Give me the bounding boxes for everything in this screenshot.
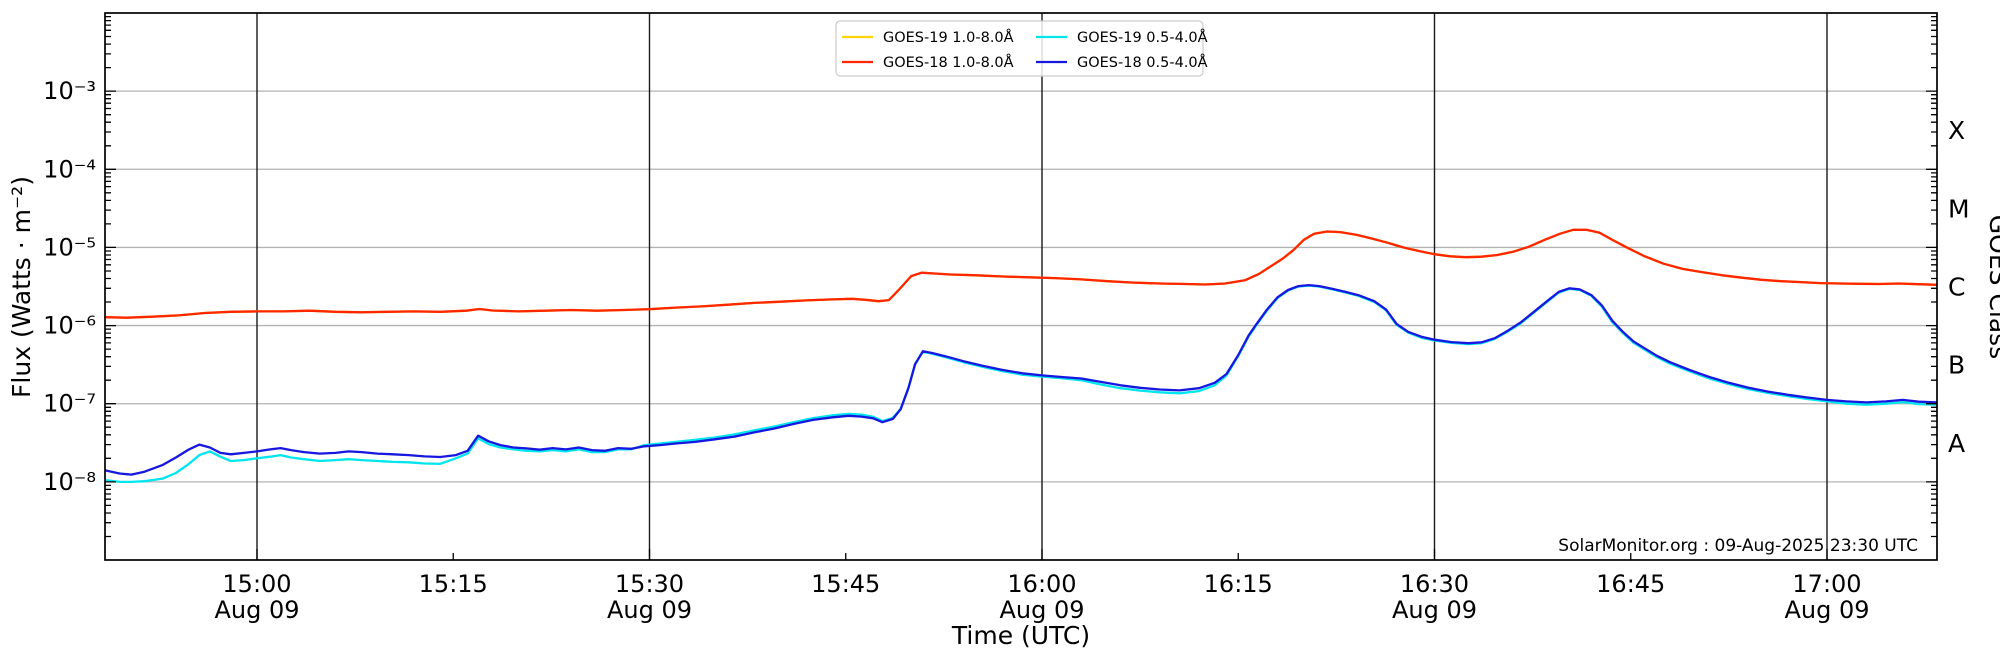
y-tick-label: 10⁻⁷ xyxy=(43,390,96,418)
goes-class-letter: B xyxy=(1948,351,1965,380)
legend-box xyxy=(835,20,1204,77)
series-goes18_long xyxy=(105,228,1937,319)
x-axis-title: Time (UTC) xyxy=(951,621,1090,650)
legend-label-goes18_long: GOES-18 1.0-8.0Å xyxy=(883,54,1014,71)
y-tick-label: 10⁻⁸ xyxy=(43,468,96,496)
y-tick-label: 10⁻⁵ xyxy=(43,233,96,261)
x-tick-label: 15:30 xyxy=(615,570,684,598)
goes-class-letter: C xyxy=(1948,273,1965,302)
curves-group xyxy=(105,228,1937,484)
goes-class-letter: X xyxy=(1948,116,1965,145)
x-minor-tick-label: 16:15 xyxy=(1204,570,1273,598)
y-axis-title: Flux (Watts · m⁻²) xyxy=(7,176,36,398)
x-minor-tick-label: 15:15 xyxy=(419,570,488,598)
x-tick-date-label: Aug 09 xyxy=(607,596,692,624)
x-minor-tick-label: 15:45 xyxy=(811,570,880,598)
x-tick-date-label: Aug 09 xyxy=(214,596,299,624)
axis-ticks xyxy=(105,15,1937,560)
right-axis-title: GOES Class xyxy=(1984,215,2000,359)
y-tick-label: 10⁻⁶ xyxy=(43,312,96,340)
series-goes19_short xyxy=(105,284,1937,484)
series-goes18_short xyxy=(105,283,1937,476)
source-annotation: SolarMonitor.org : 09-Aug-2025 23:30 UTC xyxy=(1558,536,1918,556)
legend-label-goes19_short: GOES-19 0.5-4.0Å xyxy=(1077,29,1208,46)
legend-label-goes18_short: GOES-18 0.5-4.0Å xyxy=(1077,54,1208,71)
x-minor-tick-label: 16:45 xyxy=(1596,570,1665,598)
goes-class-letter: M xyxy=(1948,194,1970,223)
y-tick-label: 10⁻³ xyxy=(43,77,96,105)
series-goes19_long xyxy=(105,228,1937,319)
x-tick-date-label: Aug 09 xyxy=(999,596,1084,624)
goes-class-letter: A xyxy=(1948,429,1965,458)
x-tick-label: 15:00 xyxy=(222,570,291,598)
plot-border xyxy=(104,12,1938,561)
x-tick-label: 16:30 xyxy=(1400,570,1469,598)
legend-label-goes19_long: GOES-19 1.0-8.0Å xyxy=(883,29,1014,46)
x-tick-label: 16:00 xyxy=(1007,570,1076,598)
x-tick-label: 17:00 xyxy=(1792,570,1861,598)
y-tick-label: 10⁻⁴ xyxy=(43,155,96,183)
x-tick-date-label: Aug 09 xyxy=(1784,596,1869,624)
x-tick-date-label: Aug 09 xyxy=(1392,596,1477,624)
